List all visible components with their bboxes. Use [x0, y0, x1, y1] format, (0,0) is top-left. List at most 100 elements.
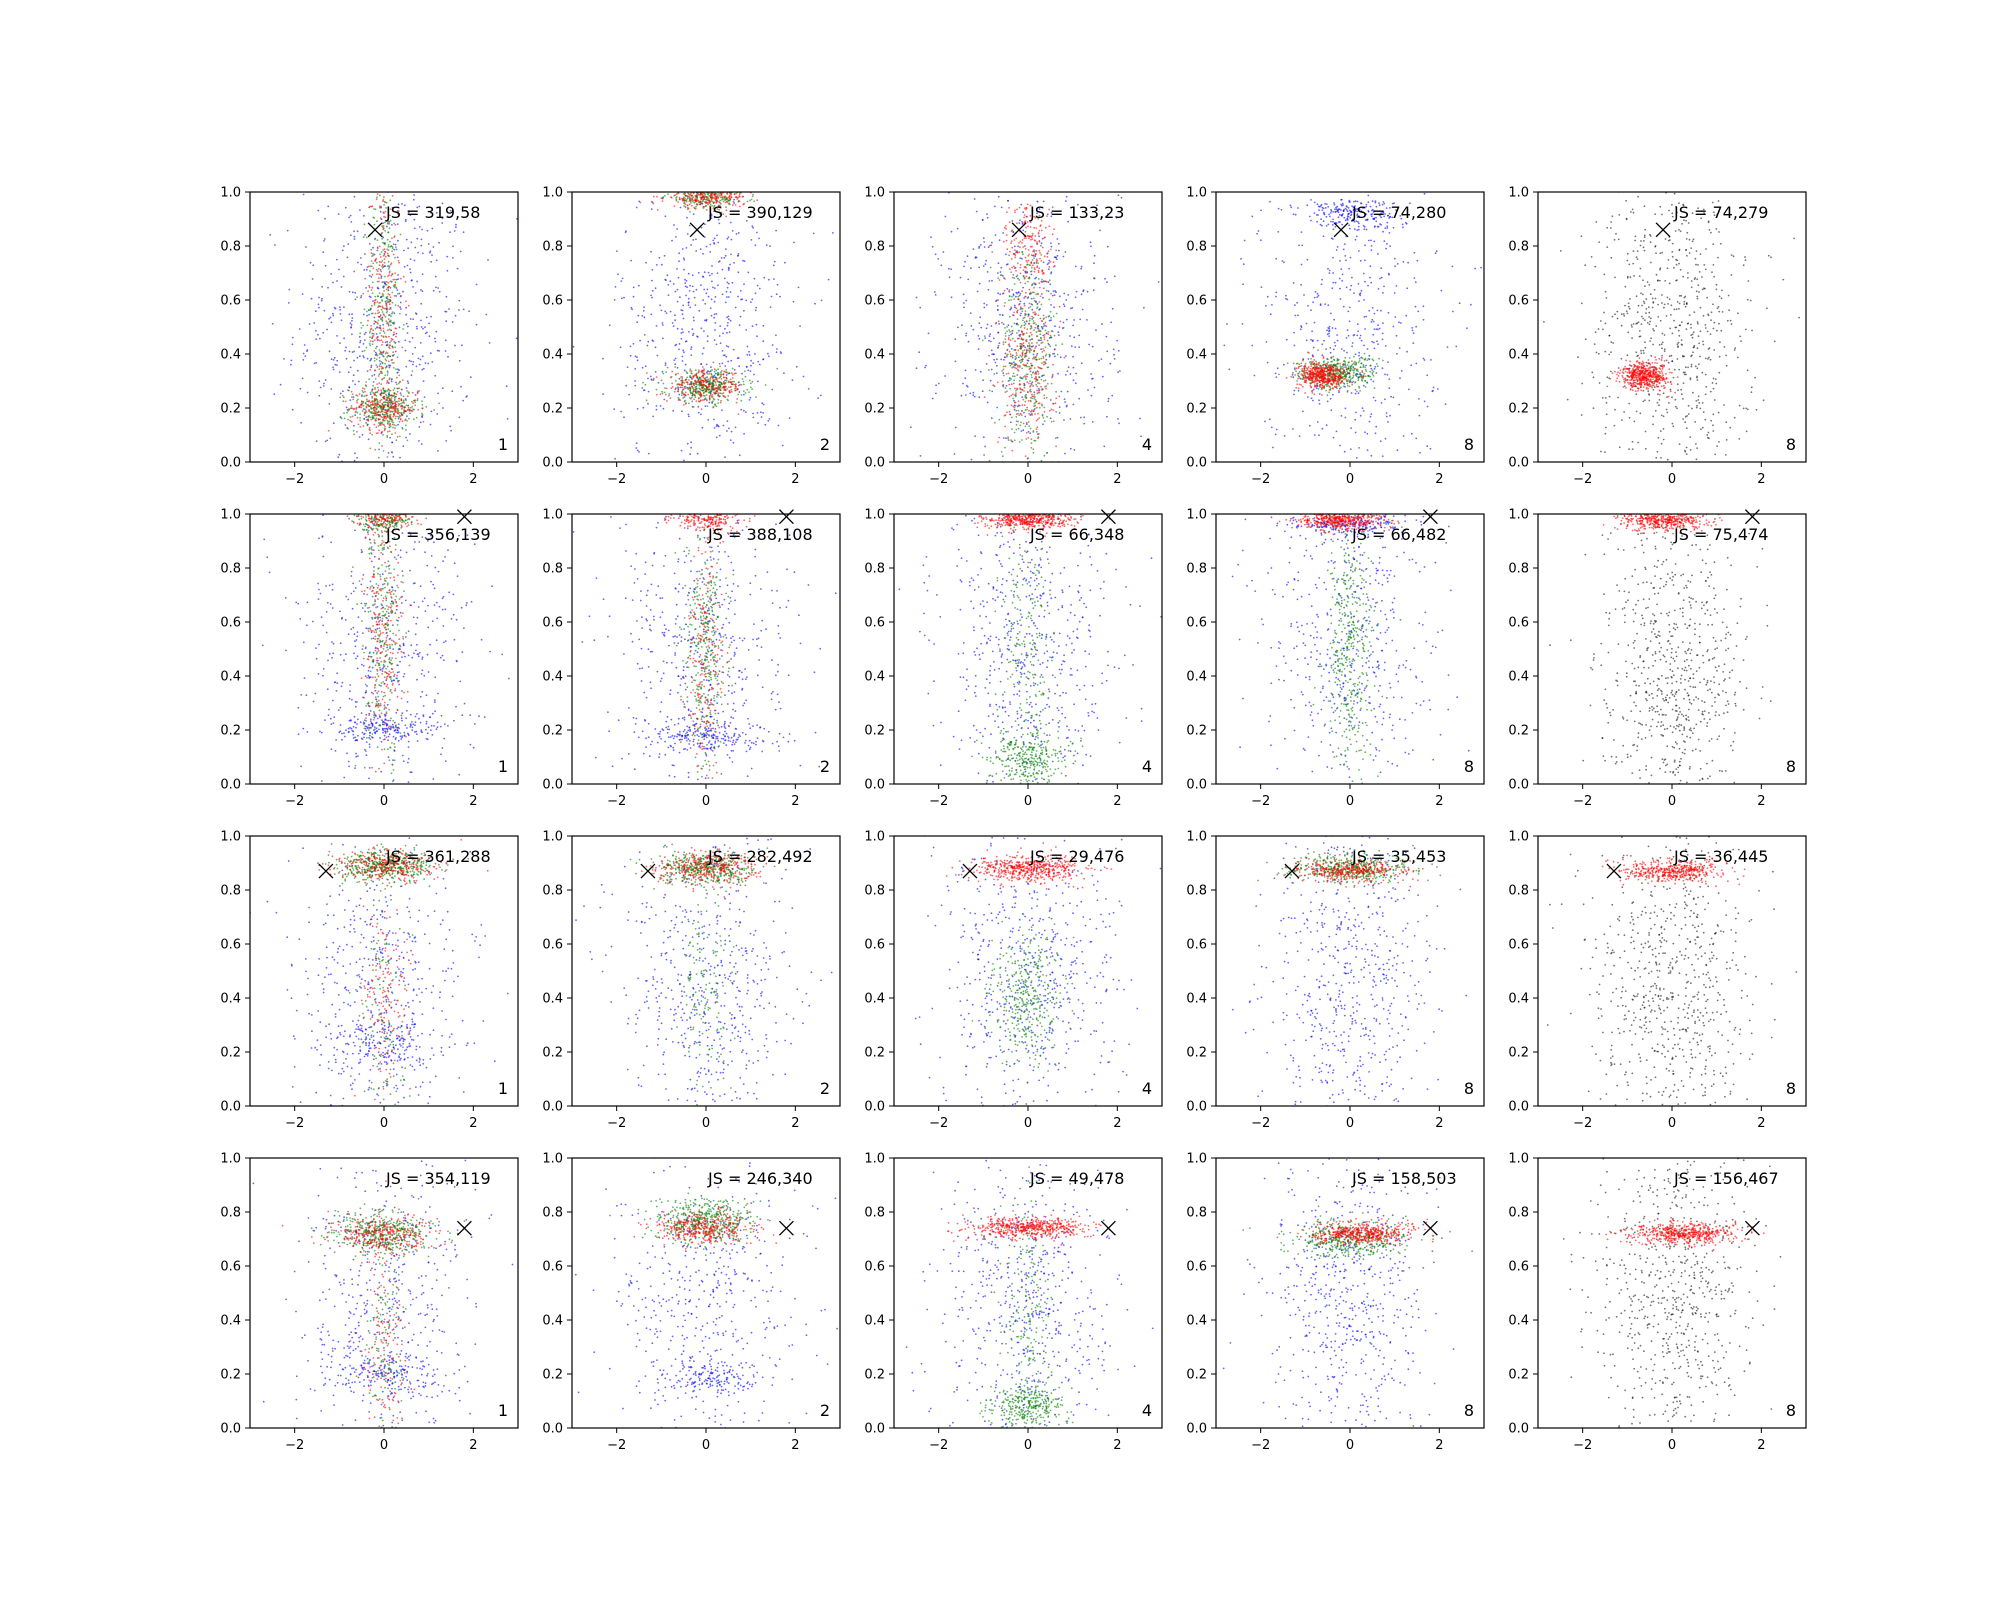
- point-red: [664, 393, 667, 396]
- point-blue: [1045, 358, 1048, 361]
- point-blue: [1051, 375, 1054, 377]
- point-red: [378, 311, 381, 314]
- point-red: [390, 394, 392, 397]
- point-green: [1034, 398, 1037, 401]
- point-green: [1026, 362, 1029, 365]
- point-blue: [976, 290, 979, 293]
- point-green: [384, 275, 386, 278]
- point-blue: [726, 420, 729, 422]
- point-blue: [960, 394, 963, 397]
- point-blue: [799, 325, 801, 327]
- point-blue: [623, 296, 625, 299]
- point-blue: [676, 366, 679, 369]
- point-red: [1004, 338, 1007, 341]
- point-blue: [966, 255, 969, 257]
- point-green: [385, 393, 387, 396]
- point-green: [1029, 293, 1031, 296]
- point-red: [1012, 274, 1015, 276]
- point-red: [708, 397, 711, 400]
- point-red: [714, 391, 717, 393]
- point-red: [720, 399, 722, 402]
- point-red: [400, 294, 402, 297]
- point-red: [1055, 445, 1057, 448]
- point-red: [382, 341, 384, 343]
- point-blue: [709, 274, 711, 277]
- point-red: [376, 336, 379, 338]
- point-blue: [330, 388, 333, 390]
- point-green: [359, 332, 362, 335]
- point-blue: [390, 380, 393, 383]
- point-blue: [354, 414, 357, 417]
- point-red: [1016, 309, 1019, 312]
- point-red: [727, 395, 730, 397]
- point-red: [1003, 374, 1005, 377]
- point-red: [416, 392, 419, 395]
- x-marker-stroke: [367, 222, 383, 238]
- point-blue: [666, 274, 669, 277]
- point-blue: [437, 287, 439, 289]
- point-blue: [726, 430, 728, 432]
- point-red: [385, 398, 388, 401]
- point-blue: [488, 342, 491, 344]
- point-blue: [769, 245, 771, 248]
- point-blue: [424, 332, 427, 335]
- point-green: [681, 378, 684, 380]
- point-red: [1002, 341, 1005, 343]
- point-red: [390, 407, 393, 409]
- point-red: [1019, 266, 1022, 269]
- js-annotation: JS = 390,129: [707, 203, 813, 222]
- point-red: [1030, 333, 1033, 336]
- point-red: [369, 368, 372, 371]
- point-green: [386, 310, 389, 313]
- point-green: [390, 315, 392, 318]
- point-green: [385, 283, 388, 286]
- point-red: [388, 303, 391, 306]
- point-blue: [721, 362, 724, 365]
- point-blue: [721, 293, 724, 296]
- point-blue: [458, 416, 461, 419]
- point-red: [380, 261, 382, 264]
- point-red: [1038, 301, 1041, 303]
- point-blue: [350, 326, 352, 329]
- point-green: [376, 239, 379, 242]
- point-green: [384, 374, 387, 377]
- point-red: [394, 327, 397, 330]
- point-green: [712, 397, 715, 400]
- point-blue: [685, 294, 687, 297]
- point-blue: [1066, 390, 1069, 393]
- point-blue: [619, 346, 622, 349]
- point-blue: [396, 256, 399, 259]
- point-red: [364, 390, 366, 393]
- point-red: [1040, 320, 1043, 322]
- point-blue: [1106, 281, 1108, 284]
- point-red: [719, 389, 722, 392]
- point-green: [714, 381, 717, 384]
- point-red: [1010, 383, 1013, 386]
- point-blue: [424, 362, 427, 364]
- point-blue: [688, 331, 690, 333]
- point-green: [742, 380, 745, 383]
- point-red: [353, 433, 355, 436]
- point-green: [1045, 289, 1048, 292]
- point-red: [1025, 432, 1028, 434]
- point-blue: [291, 336, 294, 339]
- point-blue: [991, 353, 994, 355]
- point-green: [391, 433, 393, 436]
- point-green: [368, 342, 371, 345]
- point-red: [389, 344, 391, 347]
- point-red: [1034, 268, 1036, 271]
- point-green: [393, 222, 395, 225]
- point-red: [709, 383, 712, 386]
- point-blue: [1029, 432, 1032, 435]
- point-green: [1039, 329, 1041, 332]
- point-red: [365, 419, 368, 421]
- point-green: [709, 379, 711, 382]
- point-blue: [1115, 216, 1118, 219]
- point-blue: [767, 352, 769, 355]
- point-red: [1029, 226, 1032, 228]
- point-blue: [686, 286, 688, 289]
- point-green: [1012, 375, 1014, 378]
- point-red: [723, 370, 725, 373]
- point-blue: [737, 254, 740, 257]
- point-red: [403, 406, 406, 409]
